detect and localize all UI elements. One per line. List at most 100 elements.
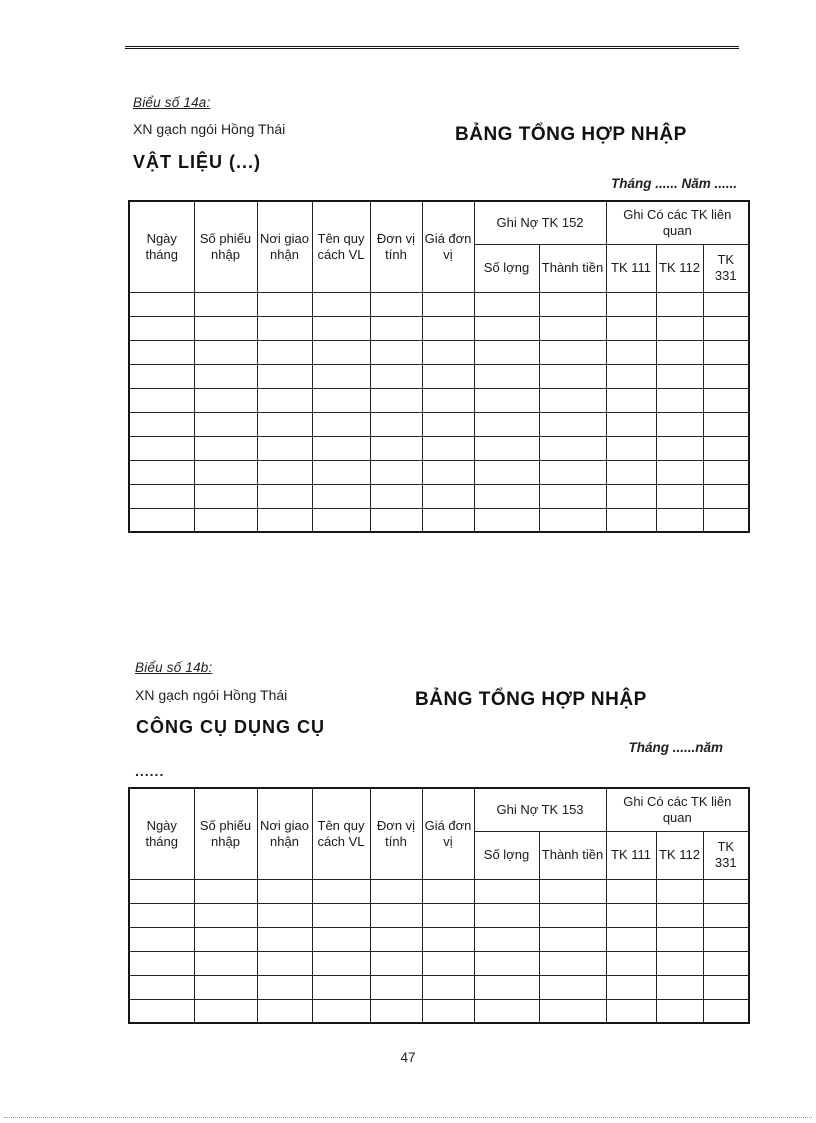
empty-cell xyxy=(193,483,258,509)
empty-cell xyxy=(369,878,423,904)
empty-cell xyxy=(128,291,195,317)
empty-cell xyxy=(128,950,195,976)
empty-cell xyxy=(605,291,657,317)
empty-cell xyxy=(421,387,475,413)
empty-cell xyxy=(369,435,423,461)
empty-cell xyxy=(128,411,195,437)
empty-cell xyxy=(193,926,258,952)
col-header-so-phieu-nhap: Số phiếu nhập xyxy=(193,787,258,880)
empty-cell xyxy=(605,435,657,461)
empty-row xyxy=(128,363,750,389)
empty-cell xyxy=(605,387,657,413)
period-line-a: Tháng ...... Năm ...... xyxy=(610,176,737,191)
empty-cell xyxy=(538,998,607,1024)
empty-row xyxy=(128,950,750,976)
empty-cell xyxy=(128,435,195,461)
empty-cell xyxy=(655,483,704,509)
empty-cell xyxy=(605,363,657,389)
empty-cell xyxy=(311,878,371,904)
empty-cell xyxy=(369,459,423,485)
empty-cell xyxy=(538,926,607,952)
empty-cell xyxy=(538,902,607,928)
col-header-noi-giao-nhan: Nơi giao nhận xyxy=(256,787,313,880)
empty-cell xyxy=(311,291,371,317)
form-title-b: BẢNG TỔNG HỢP NHẬP xyxy=(415,689,647,710)
empty-cell xyxy=(193,339,258,365)
empty-cell xyxy=(311,950,371,976)
empty-cell xyxy=(128,974,195,1000)
bottom-dotted-rule xyxy=(4,1117,812,1118)
empty-cell xyxy=(655,926,704,952)
empty-cell xyxy=(256,902,313,928)
empty-cell xyxy=(702,926,750,952)
empty-cell xyxy=(421,459,475,485)
empty-cell xyxy=(369,315,423,341)
empty-row xyxy=(128,459,750,485)
empty-cell xyxy=(193,878,258,904)
empty-cell xyxy=(256,387,313,413)
empty-cell xyxy=(193,291,258,317)
empty-cell xyxy=(473,878,540,904)
empty-row xyxy=(128,926,750,952)
empty-cell xyxy=(702,878,750,904)
empty-cell xyxy=(193,315,258,341)
empty-cell xyxy=(473,902,540,928)
empty-cell xyxy=(193,998,258,1024)
empty-cell xyxy=(473,411,540,437)
empty-cell xyxy=(538,878,607,904)
col-header-tk-112: TK 112 xyxy=(655,830,704,880)
empty-cell xyxy=(193,902,258,928)
empty-cell xyxy=(473,974,540,1000)
form-title-a: BẢNG TỔNG HỢP NHẬP xyxy=(455,124,687,145)
group-header-ghi-co: Ghi Có các TK liên quan xyxy=(605,200,750,245)
empty-cell xyxy=(473,387,540,413)
empty-cell xyxy=(421,435,475,461)
empty-cell xyxy=(256,291,313,317)
col-header-ngay-thang: Ngày tháng xyxy=(128,200,195,293)
empty-cell xyxy=(473,507,540,533)
empty-cell xyxy=(702,435,750,461)
empty-cell xyxy=(473,459,540,485)
group-header-ghi-no-tk153: Ghi Nợ TK 153 xyxy=(473,787,607,832)
col-header-tk-112: TK 112 xyxy=(655,243,704,293)
empty-cell xyxy=(421,411,475,437)
empty-cell xyxy=(605,974,657,1000)
empty-cell xyxy=(538,315,607,341)
empty-cell xyxy=(605,315,657,341)
empty-cell xyxy=(311,507,371,533)
company-name-a: XN gạch ngói Hồng Thái xyxy=(133,121,286,137)
empty-cell xyxy=(421,998,475,1024)
empty-cell xyxy=(369,339,423,365)
empty-row xyxy=(128,998,750,1024)
empty-cell xyxy=(193,974,258,1000)
col-header-don-vi-tinh: Đơn vị tính xyxy=(369,787,423,880)
empty-row xyxy=(128,339,750,365)
empty-cell xyxy=(311,459,371,485)
empty-cell xyxy=(369,950,423,976)
empty-row xyxy=(128,507,750,533)
empty-cell xyxy=(128,339,195,365)
empty-cell xyxy=(655,435,704,461)
empty-cell xyxy=(538,974,607,1000)
col-header-so-luong: Số lợng xyxy=(473,830,540,880)
col-header-so-luong: Số lợng xyxy=(473,243,540,293)
empty-cell xyxy=(311,339,371,365)
empty-cell xyxy=(193,411,258,437)
table-14b: Ngày tháng Số phiếu nhập Nơi giao nhận T… xyxy=(128,787,751,1024)
col-header-tk-331: TK 331 xyxy=(702,830,750,880)
empty-row xyxy=(128,291,750,317)
empty-cell xyxy=(473,363,540,389)
col-header-tk-111: TK 111 xyxy=(605,830,657,880)
empty-cell xyxy=(538,950,607,976)
table-14a: Ngày tháng Số phiếu nhập Nơi giao nhận T… xyxy=(128,200,751,533)
empty-cell xyxy=(655,902,704,928)
empty-cell xyxy=(538,411,607,437)
empty-cell xyxy=(369,998,423,1024)
empty-cell xyxy=(369,926,423,952)
empty-cell xyxy=(128,902,195,928)
empty-cell xyxy=(128,483,195,509)
empty-cell xyxy=(421,950,475,976)
empty-row xyxy=(128,387,750,413)
empty-cell xyxy=(256,998,313,1024)
col-header-tk-111: TK 111 xyxy=(605,243,657,293)
